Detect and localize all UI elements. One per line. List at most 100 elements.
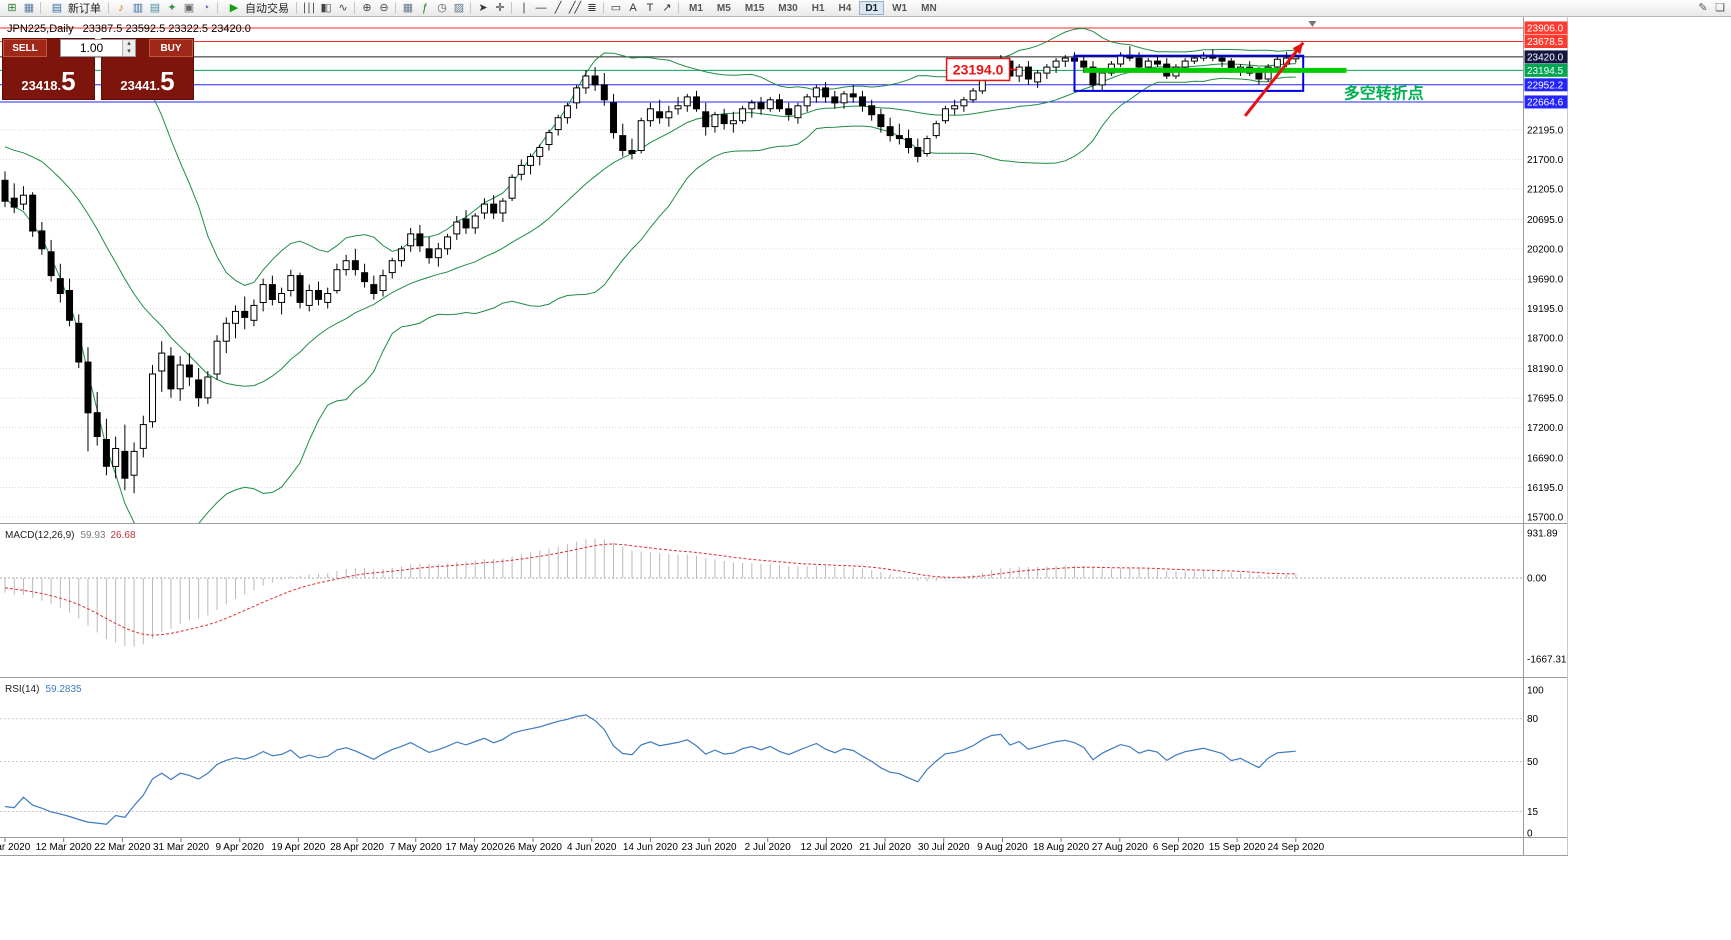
toolbar-separator bbox=[678, 2, 679, 14]
toolbar-separator bbox=[470, 2, 471, 14]
buy-button[interactable]: BUY bbox=[149, 39, 193, 57]
navigator-icon[interactable]: ✦ bbox=[167, 1, 176, 14]
market-watch-icon[interactable]: ▥ bbox=[132, 1, 143, 14]
vertical-line-icon[interactable]: ∣ bbox=[521, 1, 527, 14]
text-icon[interactable]: A bbox=[629, 1, 636, 14]
price-label-text: 23194.0 bbox=[953, 61, 1004, 77]
line-chart-icon[interactable]: ∿ bbox=[338, 1, 347, 14]
profiles-icon[interactable]: ▦ bbox=[23, 1, 34, 14]
svg-text:19195.0: 19195.0 bbox=[1527, 304, 1564, 315]
time-axis-label: 7 May 2020 bbox=[390, 842, 443, 853]
timeframe-m1[interactable]: M1 bbox=[689, 2, 703, 14]
svg-text:50: 50 bbox=[1527, 757, 1539, 768]
time-axis-label: 30 Jul 2020 bbox=[918, 842, 970, 853]
zoom-in-icon[interactable]: ⊕ bbox=[362, 1, 371, 14]
autotrading-label: 自动交易 bbox=[245, 3, 289, 15]
templates-icon[interactable]: ▨ bbox=[453, 1, 464, 14]
chart-shift-marker[interactable] bbox=[1308, 21, 1317, 27]
cursor-icon[interactable]: ➤ bbox=[478, 1, 487, 14]
svg-text:22952.2: 22952.2 bbox=[1527, 80, 1564, 91]
time-axis-label: 27 Aug 2020 bbox=[1092, 842, 1149, 853]
horizontal-line-icon[interactable]: ― bbox=[535, 1, 547, 14]
toolbar-separator bbox=[395, 2, 396, 14]
volume-spinner: ▴ ▾ bbox=[122, 40, 135, 56]
consolidation-box[interactable] bbox=[1073, 54, 1305, 92]
time-axis-label: 23 Jun 2020 bbox=[682, 842, 737, 853]
new-order-icon: ▤ bbox=[51, 1, 62, 14]
time-axis-label: 19 Apr 2020 bbox=[271, 842, 325, 853]
svg-text:17200.0: 17200.0 bbox=[1527, 423, 1564, 434]
crosshair-icon[interactable]: ✛ bbox=[495, 1, 504, 14]
volume-down-button[interactable]: ▾ bbox=[127, 48, 131, 55]
label-icon[interactable]: T bbox=[646, 1, 654, 14]
fibonacci-icon[interactable]: ≣ bbox=[587, 1, 596, 14]
svg-text:18700.0: 18700.0 bbox=[1527, 334, 1564, 345]
toolbar-group-panels: ♪ ▥ ▤ ✦ ▣ ◔ bbox=[112, 1, 214, 16]
chart-title: JPN225,Daily 23387.5 23592.5 23322.5 2342… bbox=[7, 23, 251, 35]
sell-price: 23418.5 bbox=[21, 66, 76, 96]
channel-icon[interactable]: ╱╱ bbox=[568, 1, 581, 14]
svg-text:0: 0 bbox=[1527, 829, 1533, 840]
timeframe-w1[interactable]: W1 bbox=[892, 2, 908, 14]
chart-ohlc-values: 23387.5 23592.5 23322.5 23420.0 bbox=[82, 23, 251, 35]
chart-canvas[interactable]: 23194.0 多空转折点 22195.0 21700.0 21205.0 20695.0… bbox=[0, 17, 1568, 859]
shapes-icon[interactable]: ▭ bbox=[610, 1, 621, 14]
svg-text:19690.0: 19690.0 bbox=[1527, 275, 1564, 286]
indicators-icon[interactable]: ƒ bbox=[421, 1, 428, 14]
strategy-tester-icon[interactable]: ◔ bbox=[202, 1, 210, 14]
panel-separators bbox=[0, 17, 1568, 856]
sell-panel[interactable]: SELL 23418.5 bbox=[2, 38, 95, 100]
volume-input[interactable] bbox=[61, 40, 122, 56]
terminal-icon[interactable]: ▣ bbox=[183, 1, 194, 14]
buy-price: 23441.5 bbox=[120, 66, 175, 96]
periods-icon[interactable]: ◷ bbox=[437, 1, 447, 14]
time-axis-label: 28 Apr 2020 bbox=[330, 842, 384, 853]
new-chart-icon[interactable]: ⊞ bbox=[7, 1, 16, 14]
time-axis-label: 12 Jul 2020 bbox=[801, 842, 853, 853]
new-order-button[interactable]: ▤ 新订单 bbox=[44, 1, 105, 16]
timeframe-m15[interactable]: M15 bbox=[744, 2, 765, 14]
rsi-value: 59.2835 bbox=[45, 684, 82, 695]
tile-windows-icon[interactable]: ▦ bbox=[402, 1, 413, 14]
timeframe-h4[interactable]: H4 bbox=[838, 2, 852, 14]
trend-arrow[interactable] bbox=[1243, 41, 1305, 117]
time-axis-label: 17 May 2020 bbox=[445, 842, 503, 853]
toolbar-group-tools: ∣∣∣ ▮▯ ∿ ⊕ ⊖ ▦ ƒ ◷ ▨ ➤ ✛ ∣ ― ╱ ╱╱ ≣ ▭ A T ↗ bbox=[293, 1, 682, 16]
new-order-label: 新订单 bbox=[68, 3, 101, 15]
timeframe-m30[interactable]: M30 bbox=[778, 2, 798, 14]
windows-icon[interactable]: ❏ bbox=[1715, 1, 1725, 14]
bar-chart-icon[interactable]: ∣∣∣ bbox=[301, 1, 317, 14]
zoom-out-icon[interactable]: ⊖ bbox=[379, 1, 388, 14]
timeframe-d1[interactable]: D1 bbox=[859, 1, 885, 15]
one-click-trading-panel: SELL 23418.5 BUY 23441.5 ▴ ▾ bbox=[2, 38, 194, 100]
price-level-badge bbox=[1524, 50, 1568, 64]
draw-icon[interactable]: ✎ bbox=[1698, 1, 1707, 14]
timeframe-m5[interactable]: M5 bbox=[716, 2, 731, 14]
price-grid bbox=[0, 129, 1523, 518]
candlestick-chart-icon[interactable]: ▮▯ bbox=[320, 1, 331, 14]
toolbar-separator bbox=[108, 2, 109, 14]
time-axis-label: 12 Mar 2020 bbox=[36, 842, 93, 853]
price-label-box[interactable] bbox=[945, 57, 1011, 82]
timeframe-h1[interactable]: H1 bbox=[811, 2, 825, 14]
price-scale: 22195.0 21700.0 21205.0 20695.0 20200.0 19690… bbox=[1524, 21, 1568, 524]
annotation-note-text[interactable]: 多空转折点 bbox=[1344, 84, 1424, 103]
speaker-icon[interactable]: ♪ bbox=[118, 1, 124, 14]
volume-up-button[interactable]: ▴ bbox=[127, 40, 131, 47]
time-axis-label: 18 Aug 2020 bbox=[1033, 842, 1090, 853]
timeframe-mn[interactable]: MN bbox=[921, 2, 937, 14]
data-window-icon[interactable]: ▤ bbox=[149, 1, 160, 14]
sell-button[interactable]: SELL bbox=[3, 39, 47, 57]
time-axis-label: 4 Jun 2020 bbox=[567, 842, 617, 853]
arrow-tool-icon[interactable]: ↗ bbox=[662, 1, 671, 14]
svg-text:23420.0: 23420.0 bbox=[1527, 52, 1564, 63]
rsi-line bbox=[4, 714, 1296, 825]
trendline-icon[interactable]: ╱ bbox=[554, 1, 562, 14]
time-axis-label: 9 Apr 2020 bbox=[216, 842, 265, 853]
svg-text:15700.0: 15700.0 bbox=[1527, 513, 1564, 524]
time-axis-label: 26 May 2020 bbox=[504, 842, 562, 853]
time-axis-label: 9 Aug 2020 bbox=[977, 842, 1028, 853]
macd-name: MACD(12,26,9) bbox=[5, 530, 75, 541]
autotrading-button[interactable]: ▶ 自动交易 bbox=[221, 1, 293, 16]
